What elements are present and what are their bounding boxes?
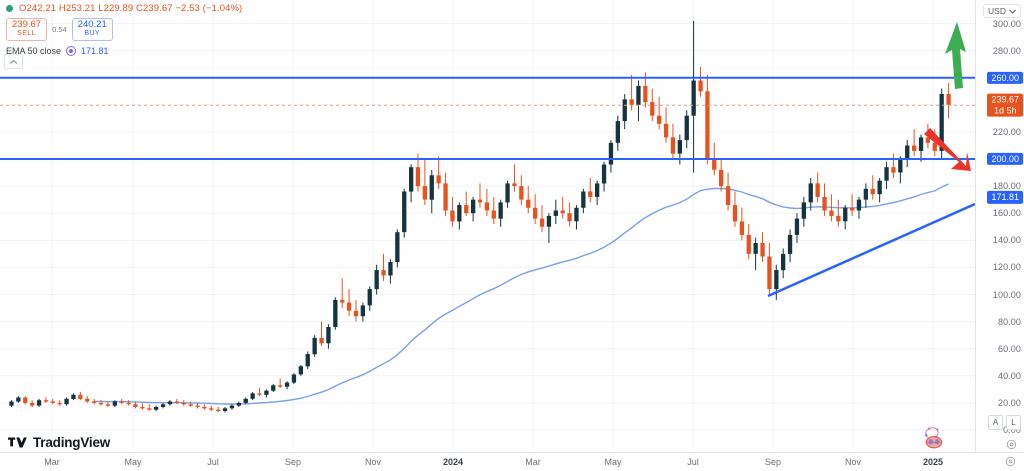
chart-plot-area[interactable]	[0, 0, 975, 452]
buy-button[interactable]: 240.21 BUY	[71, 18, 113, 42]
indicator-value: 171.81	[81, 46, 109, 57]
tradingview-wordmark: TradingView	[33, 435, 111, 450]
price-tick: 220.00	[992, 126, 1021, 137]
refresh-circle-icon[interactable]	[66, 46, 77, 57]
currency-selector[interactable]: USD	[983, 4, 1021, 18]
cat-sticker-icon	[925, 427, 943, 449]
time-tick: 2024	[442, 457, 464, 467]
price-axis[interactable]: USD 300.00 280.00 220.00 180.00 160.00 140.00…	[975, 0, 1024, 452]
time-tick: Jul	[207, 457, 219, 467]
price-tick: 40.00	[997, 370, 1021, 381]
time-tick: Jul	[687, 457, 699, 467]
indicator-name: EMA 50 close	[6, 46, 62, 57]
price-tick: 0.00	[1003, 425, 1021, 435]
tradingview-logo[interactable]: TradingView	[8, 435, 110, 450]
time-tick: May	[124, 457, 142, 467]
price-tick: 280.00	[992, 45, 1021, 56]
tradingview-logo-icon	[8, 437, 27, 448]
ema-value-badge[interactable]: 171.81	[987, 191, 1023, 204]
spread-value: 0.54	[52, 25, 67, 35]
time-tick: Nov	[364, 457, 382, 467]
price-tick: 180.00	[992, 181, 1021, 192]
sell-button[interactable]: 239.67 SELL	[6, 18, 48, 42]
support-200-badge[interactable]: 200.00	[987, 152, 1023, 166]
sell-label: SELL	[17, 30, 36, 38]
time-tick: Sep	[764, 457, 782, 467]
legend-quote-row: 239.67 SELL 0.54 240.21 BUY	[6, 18, 242, 42]
price-tick: 80.00	[997, 316, 1021, 327]
time-tick: Sep	[284, 457, 302, 467]
time-tick: Nov	[844, 457, 862, 467]
price-tick: 160.00	[992, 208, 1021, 219]
time-tick: May	[604, 457, 622, 467]
gear-icon[interactable]	[1006, 439, 1017, 450]
last-price-badge[interactable]: 239.67 1d 5h	[987, 93, 1023, 117]
price-tick: 140.00	[992, 235, 1021, 246]
auto-scale-button[interactable]: A	[988, 415, 1003, 430]
gear-icon[interactable]	[1005, 456, 1016, 467]
chart-legend: O242.21 H253.21 L229.89 C239.67 −2.53 (−…	[6, 3, 242, 57]
price-tick: 20.00	[997, 397, 1021, 408]
resistance-260-badge[interactable]: 260.00	[987, 71, 1023, 84]
time-tick: Mar	[525, 457, 541, 467]
price-tick: 120.00	[992, 262, 1021, 273]
buy-label: BUY	[84, 30, 100, 38]
price-tick: 60.00	[997, 343, 1021, 354]
legend-indicator-row[interactable]: EMA 50 close 171.81	[6, 46, 242, 57]
price-axis-buttons: A L	[988, 415, 1021, 430]
price-tick: 100.00	[992, 289, 1021, 300]
ohlc-values: O242.21 H253.21 L229.89 C239.67 −2.53 (−…	[19, 3, 243, 14]
symbol-status-dot	[6, 5, 13, 12]
chevron-up-icon[interactable]	[4, 54, 23, 69]
time-axis[interactable]: Mar May Jul Sep Nov 2024 Mar May Jul Sep Nov 2025	[0, 452, 1024, 471]
buy-price: 240.21	[77, 19, 107, 30]
legend-ohlc-row[interactable]: O242.21 H253.21 L229.89 C239.67 −2.53 (−…	[6, 3, 242, 14]
time-tick: 2025	[922, 457, 944, 467]
currency-label: USD	[988, 6, 1006, 16]
time-tick: Mar	[44, 457, 60, 467]
chevron-down-icon	[1009, 9, 1016, 14]
log-scale-button[interactable]: L	[1006, 415, 1021, 430]
price-tick: 300.00	[992, 18, 1021, 29]
sell-price: 239.67	[12, 19, 42, 30]
chart-canvas	[0, 0, 975, 452]
